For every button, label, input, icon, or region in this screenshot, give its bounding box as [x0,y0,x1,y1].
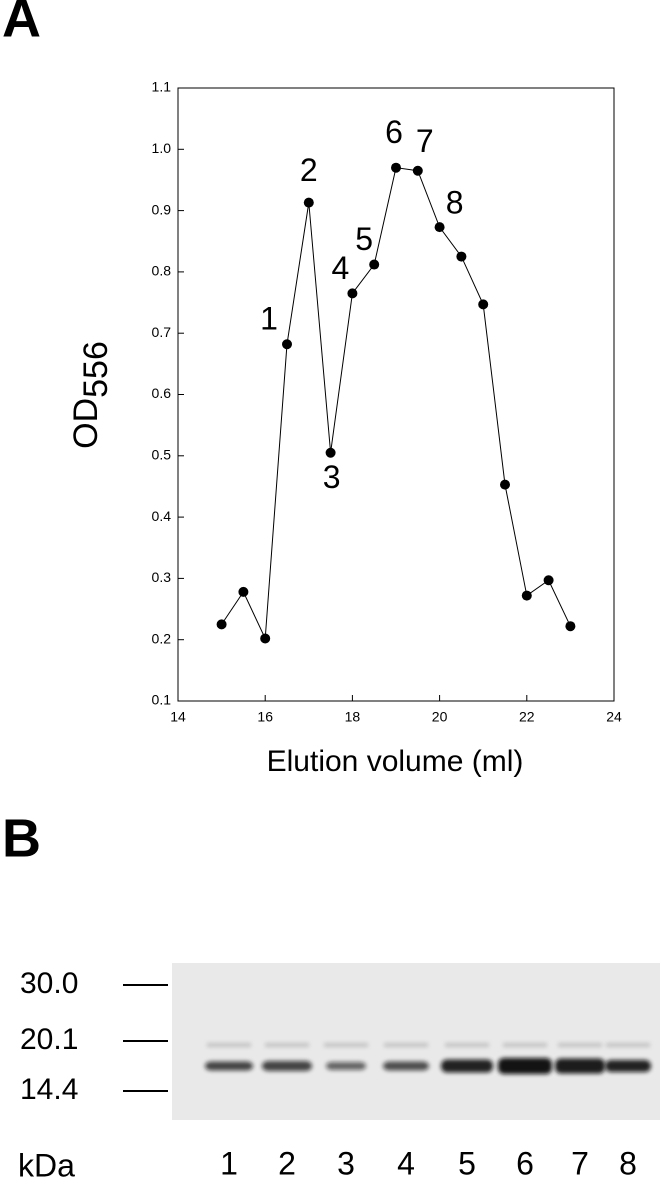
y-tick-label: 0.1 [152,692,172,708]
x-tick-label: 16 [257,709,273,725]
band-faint [207,1043,251,1047]
data-line [221,167,571,641]
band-main [326,1062,366,1070]
lane-label: 3 [337,1145,355,1181]
y-tick-label: 0.4 [152,508,172,524]
data-point [238,586,249,597]
point-label: 2 [300,152,318,188]
lane-label: 7 [571,1145,589,1181]
y-tick-label: 1.1 [152,79,172,95]
point-label: 4 [332,250,350,286]
panel-label: A [2,0,41,48]
data-point [456,251,467,262]
plot-frame [177,87,615,702]
data-point [478,299,489,310]
point-label: 3 [323,459,341,495]
y-tick-label: 0.7 [152,324,172,340]
band-main [262,1061,312,1071]
point-label: 6 [385,114,403,150]
lane-label: 1 [220,1145,238,1181]
data-point [303,197,314,208]
marker-label: 14.4 [20,1073,78,1106]
y-axis-label: OD556 [67,341,115,449]
lane-label: 8 [619,1145,637,1181]
band-faint [503,1043,547,1047]
point-label: 7 [416,123,434,159]
y-axis-label-subscript: 556 [77,341,115,398]
data-point [347,288,358,299]
data-point [565,621,576,632]
data-point [434,222,445,233]
data-point [521,590,532,601]
data-point [500,479,510,490]
marker-label: 20.1 [20,1023,78,1056]
point-label: 5 [355,221,373,257]
y-tick-label: 0.9 [152,201,172,217]
y-tick-label: 0.2 [152,630,172,646]
lane-label: 4 [397,1145,415,1181]
y-tick-label: 0.5 [152,447,172,463]
x-tick-label: 18 [345,709,361,725]
data-point [543,575,554,586]
point-label: 8 [446,185,464,221]
lane-label: 6 [516,1145,534,1181]
band-main [555,1058,605,1074]
y-tick-label: 1.0 [152,140,172,156]
data-point [216,619,227,630]
band-main [383,1061,429,1071]
data-point [282,339,292,350]
y-tick-label: 0.3 [152,569,172,585]
point-label: 1 [260,301,278,337]
band-faint [606,1043,650,1047]
gel-bands [205,1043,651,1074]
band-main [605,1060,651,1072]
y-tick-label: 0.6 [152,385,172,401]
data-point [391,162,401,173]
y-tick-label: 0.8 [152,263,172,279]
band-faint [324,1043,368,1047]
unit-label: kDa [18,1147,75,1183]
band-main [498,1058,552,1074]
panel-label: B [2,808,41,868]
x-tick-label: 20 [432,709,448,725]
band-faint [265,1043,309,1047]
gel-image [172,963,660,1120]
band-main [441,1059,493,1073]
data-point [325,447,336,458]
x-axis-label: Elution volume (ml) [267,745,524,778]
band-faint [558,1043,602,1047]
lane-label: 5 [458,1145,476,1181]
data-point [369,259,380,270]
data-point [260,633,271,644]
band-faint [384,1043,428,1047]
y-axis-label-text: OD [67,398,105,449]
band-faint [445,1043,489,1047]
x-tick-label: 24 [606,709,622,725]
data-point [412,165,423,176]
x-tick-label: 22 [519,709,535,725]
x-tick-label: 14 [170,709,186,725]
band-main [205,1061,253,1071]
marker-label: 30.0 [20,967,78,1000]
lane-label: 2 [278,1145,296,1181]
